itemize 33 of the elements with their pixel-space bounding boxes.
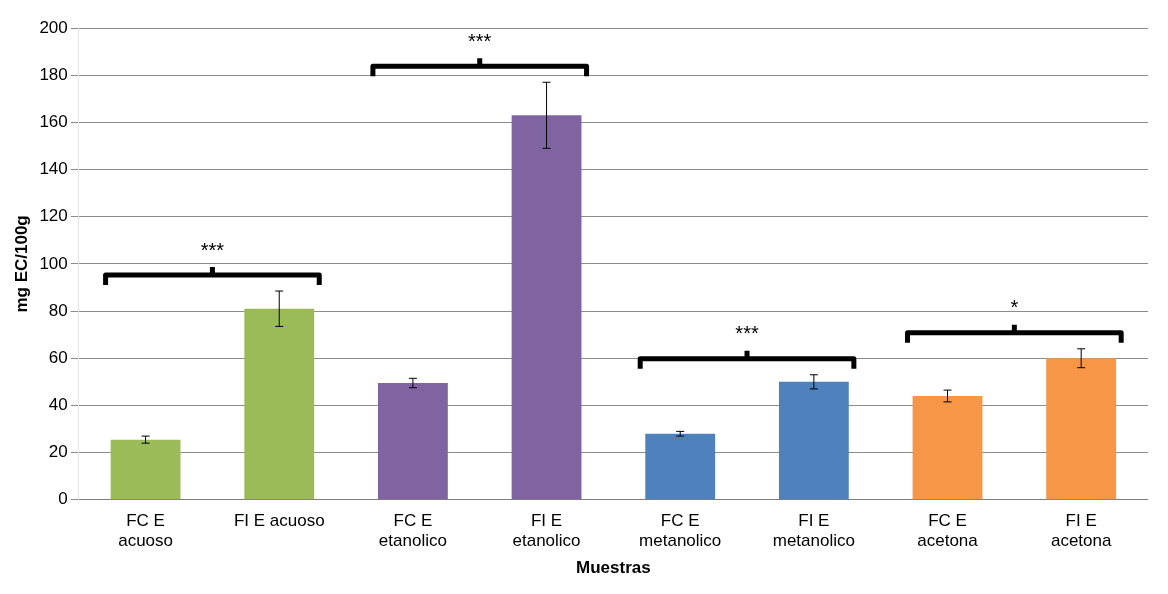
y-tick-label: 60: [48, 347, 68, 367]
x-tick-label: FC E etanolico: [378, 510, 447, 551]
y-tick-label: 140: [39, 159, 68, 179]
bar: [778, 381, 849, 500]
y-axis-title: mg EC/100g: [11, 215, 31, 313]
y-tick-label: 20: [48, 442, 68, 462]
x-tick-label: FI E etanolico: [512, 510, 581, 551]
x-tick-label: FC E acuoso: [118, 510, 174, 551]
y-tick-label: 40: [48, 395, 68, 415]
annotation: ***: [200, 238, 225, 261]
annotation: *: [1010, 296, 1019, 319]
y-tick-label: 180: [39, 64, 68, 84]
y-tick-label: 0: [58, 489, 68, 509]
x-tick-label: FC E acetona: [917, 510, 979, 551]
bar: [1046, 358, 1117, 500]
y-tick-label: 80: [48, 300, 68, 320]
bar: [511, 115, 582, 500]
x-tick-label: FI E acuoso: [233, 510, 325, 530]
bar: [244, 308, 315, 500]
y-tick-label: 160: [39, 112, 68, 132]
bar: [377, 383, 448, 500]
bar: [110, 439, 181, 500]
y-tick-label: 120: [39, 206, 68, 226]
x-tick-label: FC E metanolico: [639, 510, 722, 551]
bar: [645, 433, 716, 500]
annotation: ***: [468, 29, 492, 52]
y-tick-label: 200: [39, 17, 68, 37]
x-tick-label: FI E metanolico: [772, 510, 855, 551]
bar: [912, 396, 983, 500]
x-tick-label: FI E acetona: [1050, 510, 1112, 551]
y-tick-label: 100: [39, 253, 68, 273]
x-axis-title: Muestras: [576, 558, 651, 578]
annotation: ***: [735, 322, 759, 345]
